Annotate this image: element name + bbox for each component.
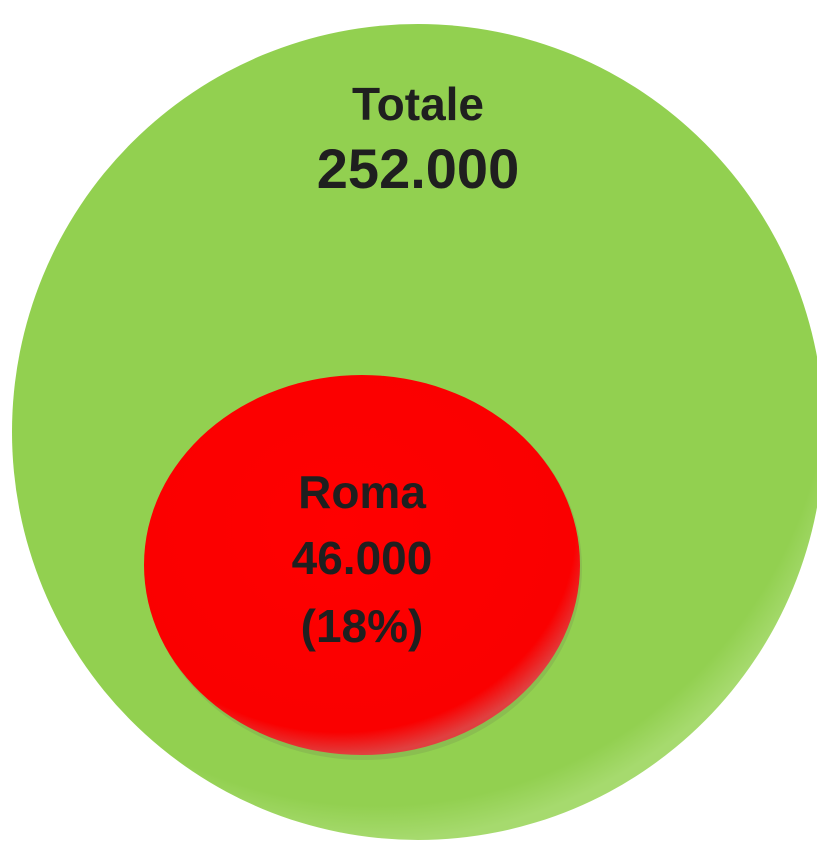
inner-label: Roma xyxy=(298,466,426,518)
inner-share: (18%) xyxy=(301,600,424,652)
inner-circle xyxy=(144,375,580,755)
outer-label: Totale xyxy=(352,78,484,130)
inner-value: 46.000 xyxy=(292,532,433,584)
outer-value: 252.000 xyxy=(317,137,519,200)
